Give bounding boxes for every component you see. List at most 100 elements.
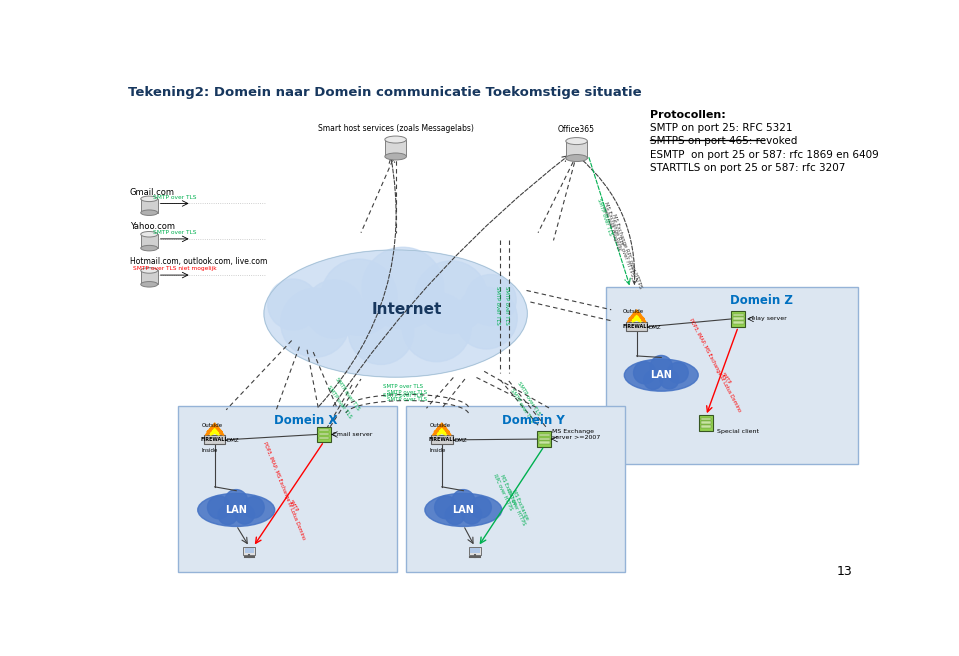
Text: POP3, IMAP, MS Exchange of Lotus Domino: POP3, IMAP, MS Exchange of Lotus Domino <box>262 441 306 541</box>
Circle shape <box>207 496 230 519</box>
Ellipse shape <box>264 250 527 377</box>
Text: Inside: Inside <box>201 447 218 453</box>
Ellipse shape <box>385 136 407 143</box>
Text: Tekening2: Domein naar Domein communicatie Toekomstige situatie: Tekening2: Domein naar Domein communicat… <box>129 87 643 100</box>
Bar <box>539 441 550 443</box>
Ellipse shape <box>385 153 407 160</box>
Bar <box>539 434 550 436</box>
Circle shape <box>268 279 318 330</box>
Circle shape <box>402 293 471 361</box>
Bar <box>469 547 481 554</box>
Text: Outside: Outside <box>201 422 222 428</box>
Text: MS Exchange
server >=2007: MS Exchange server >=2007 <box>552 429 600 440</box>
Text: SMTP over TLS: SMTP over TLS <box>596 198 613 237</box>
Text: Office365: Office365 <box>558 125 596 134</box>
Text: SMTP over TLS: SMTP over TLS <box>334 377 361 412</box>
Text: Domein X: Domein X <box>274 415 338 428</box>
Circle shape <box>321 259 397 335</box>
Ellipse shape <box>624 359 698 391</box>
Bar <box>177 406 397 571</box>
Circle shape <box>660 370 679 389</box>
Text: MS Exchange RPC over HTTPS: MS Exchange RPC over HTTPS <box>611 213 643 289</box>
Bar <box>626 322 647 331</box>
Text: POP3, IMAP, MS Exchange of Lotus Domino: POP3, IMAP, MS Exchange of Lotus Domino <box>689 318 742 413</box>
Text: SMTP over TLS niet mogelijk: SMTP over TLS niet mogelijk <box>132 266 217 271</box>
Bar <box>318 433 329 435</box>
Text: DMZ: DMZ <box>227 438 240 443</box>
Text: Outside: Outside <box>622 310 643 314</box>
Text: SMTP over TLS: SMTP over TLS <box>495 287 500 325</box>
Circle shape <box>348 299 413 365</box>
Text: DMZ: DMZ <box>455 438 467 443</box>
Text: SMTP over TLS: SMTP over TLS <box>504 287 509 325</box>
Bar <box>537 432 551 447</box>
Bar <box>732 311 745 327</box>
Circle shape <box>363 247 444 329</box>
Bar <box>539 438 550 440</box>
Polygon shape <box>205 423 223 435</box>
Text: Outside: Outside <box>430 422 451 428</box>
Bar <box>699 415 713 430</box>
Ellipse shape <box>566 138 587 144</box>
Bar <box>141 234 157 248</box>
Bar <box>245 548 254 553</box>
Text: LAN: LAN <box>453 505 475 515</box>
Text: com niet mogelijk: com niet mogelijk <box>600 206 621 252</box>
Text: SMTP over TLS: SMTP over TLS <box>384 394 423 398</box>
Text: Yahoo.com: Yahoo.com <box>130 222 175 231</box>
Ellipse shape <box>566 155 587 161</box>
Circle shape <box>643 371 663 390</box>
Text: 13: 13 <box>836 565 853 578</box>
Bar <box>733 314 743 316</box>
Bar <box>566 141 587 158</box>
Circle shape <box>415 261 487 333</box>
Text: SMTP over TLS: SMTP over TLS <box>517 380 541 416</box>
Circle shape <box>445 505 464 525</box>
Text: Protocollen:: Protocollen: <box>650 110 725 119</box>
Bar <box>470 548 480 553</box>
Text: SMTP over TLS: SMTP over TLS <box>387 390 428 396</box>
Text: LAN: LAN <box>225 505 247 515</box>
Bar <box>700 425 712 428</box>
Text: Smart host services (zoals Messagelabs): Smart host services (zoals Messagelabs) <box>317 123 474 133</box>
Text: LAN: LAN <box>650 370 672 380</box>
Bar <box>733 318 743 319</box>
Circle shape <box>465 274 516 325</box>
Circle shape <box>462 505 481 524</box>
Text: SMTP over TLS: SMTP over TLS <box>387 398 428 402</box>
Circle shape <box>281 288 350 357</box>
Polygon shape <box>433 423 451 435</box>
Text: SMTP over TLS: SMTP over TLS <box>384 384 423 389</box>
Ellipse shape <box>141 245 157 251</box>
Ellipse shape <box>198 493 274 526</box>
Text: MS Exchange RPC over HTTPS: MS Exchange RPC over HTTPS <box>603 201 635 277</box>
Bar <box>431 435 453 445</box>
Bar <box>244 547 255 554</box>
Text: DMZ: DMZ <box>649 325 662 330</box>
Polygon shape <box>632 316 642 322</box>
Text: Inside: Inside <box>430 447 446 453</box>
Circle shape <box>667 362 689 383</box>
Text: Email server: Email server <box>334 432 373 437</box>
Text: SMTP over TLS: SMTP over TLS <box>152 195 197 199</box>
Ellipse shape <box>141 210 157 215</box>
Text: Special client: Special client <box>716 429 759 434</box>
Text: SMTP over TLS: SMTP over TLS <box>152 230 197 235</box>
Bar <box>317 427 331 442</box>
Text: SMTP over TLS: SMTP over TLS <box>508 388 533 424</box>
Text: SMTP: SMTP <box>719 372 731 386</box>
Bar <box>141 270 157 284</box>
Bar <box>204 435 225 445</box>
Bar <box>318 429 329 432</box>
Ellipse shape <box>141 281 157 287</box>
Text: Internet: Internet <box>372 302 442 318</box>
Ellipse shape <box>141 232 157 237</box>
Circle shape <box>650 356 672 378</box>
Circle shape <box>224 489 247 512</box>
Circle shape <box>305 280 363 338</box>
Text: STARTTLS on port 25 or 587: rfc 3207: STARTTLS on port 25 or 587: rfc 3207 <box>650 163 845 173</box>
Circle shape <box>434 496 457 519</box>
Bar <box>733 321 743 323</box>
Text: ESMTP  on port 25 or 587: rfc 1869 en 6409: ESMTP on port 25 or 587: rfc 1869 en 640… <box>650 150 878 159</box>
Polygon shape <box>627 310 645 322</box>
